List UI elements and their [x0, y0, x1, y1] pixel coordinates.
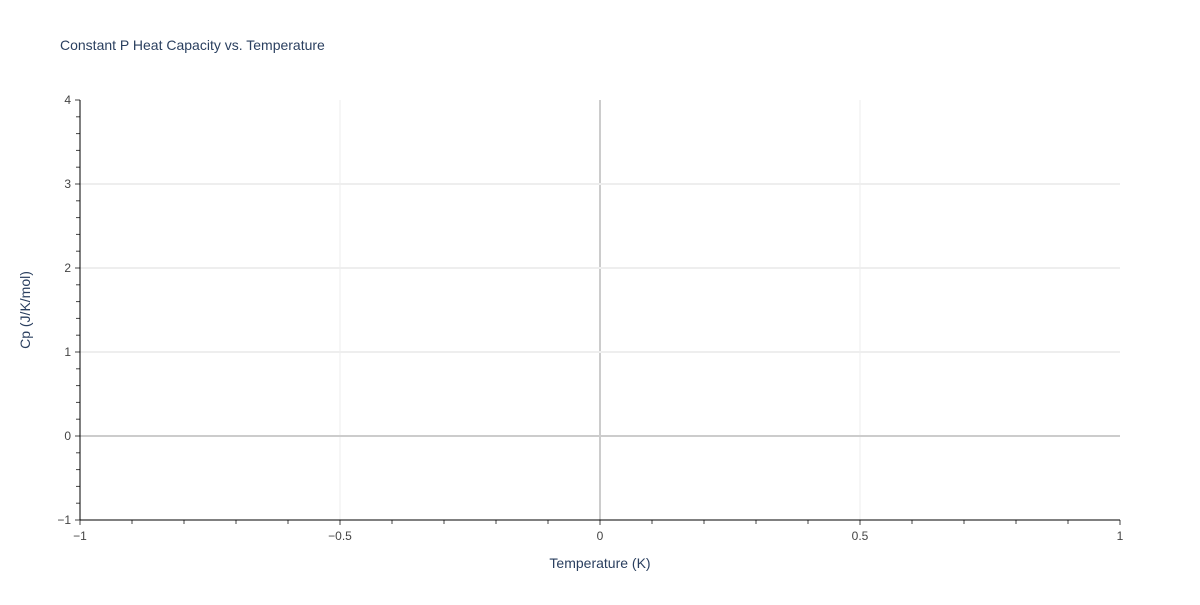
x-tick-label: 0: [597, 529, 604, 543]
y-axis-label: Cp (J/K/mol): [17, 271, 33, 349]
y-tick-label: 1: [64, 345, 71, 359]
grid: [80, 100, 1120, 520]
y-tick-label: 2: [64, 261, 71, 275]
x-axis-label: Temperature (K): [549, 555, 650, 571]
y-tick-label: 4: [64, 93, 71, 107]
x-tick-label: 0.5: [852, 529, 869, 543]
y-tick-label: 3: [64, 177, 71, 191]
x-tick-label: −1: [73, 529, 87, 543]
y-tick-label: 0: [64, 429, 71, 443]
chart-title: Constant P Heat Capacity vs. Temperature: [60, 37, 325, 53]
y-tick-label: −1: [57, 513, 71, 527]
x-tick-label: 1: [1117, 529, 1124, 543]
x-tick-label: −0.5: [328, 529, 352, 543]
axes: −1 −0.5 0 0.5 1 −1 0 1 2 3 4: [57, 93, 1123, 543]
